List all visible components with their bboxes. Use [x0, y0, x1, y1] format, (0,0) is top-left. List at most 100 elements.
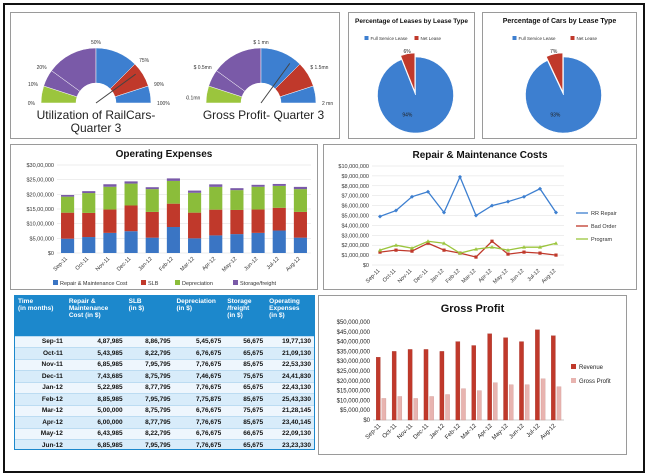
gp-legend-label: Gross Profit — [579, 379, 611, 385]
leases-pie-legend-swatch — [414, 36, 419, 40]
gross-profit-chart: $0 $5,000,000 $10,000,000 $15,000,000 $20,00… — [337, 320, 611, 442]
expenses-table-panel: Time (in months) Repair & Maintenance Cos… — [14, 295, 315, 450]
opex-bar-segment — [230, 190, 244, 210]
table-cell-value: 5,22,985 — [65, 381, 126, 394]
gp-y-tick: $40,000,000 — [337, 340, 371, 346]
opex-x-tick: Nov-11 — [95, 256, 111, 272]
table-cell-value: 6,43,985 — [65, 427, 126, 440]
leases-pie-slice — [400, 52, 416, 92]
gp-x-tick: Dec-11 — [413, 423, 431, 441]
opex-bar-segment — [124, 181, 138, 184]
opex-bar-segment — [61, 195, 75, 197]
repair-point — [522, 245, 526, 249]
gp-bar — [493, 382, 498, 421]
gp-bar — [381, 398, 387, 421]
cars-pie-slice — [525, 56, 602, 134]
railcar-gauge-tick-label: 10% — [28, 82, 39, 88]
opex-bar-segment — [272, 207, 286, 231]
gp-legend-swatch — [571, 364, 576, 369]
opex-bar-segment — [145, 237, 159, 253]
opex-bar-segment — [209, 235, 223, 253]
gp-x-tick: May-12 — [491, 423, 510, 442]
opex-y-tick: $30,00,000 — [26, 163, 54, 169]
opex-bar-segment — [230, 234, 244, 253]
repair-point — [490, 203, 494, 208]
opex-y-tick: $0 — [48, 251, 54, 257]
repair-y-tick: $2,000,000 — [341, 243, 369, 249]
table-cell-month: May-12 — [15, 427, 66, 440]
opex-bar-segment — [230, 209, 244, 235]
opex-legend-label: Repair & Maintenance Cost — [60, 281, 128, 287]
gp-x-tick: Jun-12 — [508, 423, 526, 441]
opex-legend-swatch — [141, 280, 146, 285]
table-cell-value: 7,95,795 — [125, 393, 174, 405]
opex-x-tick: Oct-11 — [75, 256, 91, 272]
opex-y-tick: $5,00,000 — [30, 236, 54, 242]
repair-x-tick: Sep-11 — [365, 268, 381, 284]
repair-point — [490, 245, 494, 249]
opex-y-tick: $15,00,000 — [26, 207, 54, 213]
repair-point — [554, 241, 558, 245]
table-cell-value: 4,87,985 — [65, 335, 126, 348]
repair-point — [410, 249, 414, 253]
railcar-gauge-title: Utilization of RailCars- Quarter 3 — [36, 108, 156, 135]
gp-y-tick: $20,000,000 — [337, 379, 371, 385]
gp-x-tick: Feb-12 — [444, 423, 462, 441]
cars-pie-legend-label: Net Lease — [577, 36, 598, 41]
table-row: Mar-12 5,00,000 8,75,795 6,76,675 75,675 21,2… — [15, 404, 314, 417]
repair-point — [474, 255, 478, 259]
table-cell-value: 6,76,675 — [173, 347, 225, 359]
railcar-gauge-tick-label: 50% — [91, 40, 102, 46]
operating-expenses-table: Time (in months) Repair & Maintenance Cos… — [15, 296, 314, 449]
opex-bar-segment — [145, 211, 159, 238]
operating-expenses-title: Operating Expenses — [115, 149, 213, 160]
repair-point — [554, 210, 558, 215]
profit-gauge-needle — [260, 63, 291, 104]
opex-bar-segment — [209, 209, 223, 236]
opex-bar-segment — [251, 232, 265, 253]
opex-legend-label: Storage/freight — [240, 281, 277, 287]
opex-bar-segment — [103, 186, 117, 210]
opex-bar-segment — [293, 211, 307, 238]
opex-bar-segment — [124, 205, 138, 232]
table-row: Nov-11 6,85,985 7,95,795 7,76,675 85,675 22,5… — [15, 358, 314, 371]
repair-point — [394, 243, 398, 247]
table-header-cell: Repair & Maintenance Cost (in $) — [65, 296, 126, 336]
opex-x-tick: Aug-12 — [285, 256, 302, 273]
repair-point — [426, 239, 430, 243]
gp-legend-swatch — [571, 378, 576, 383]
gp-bar — [524, 384, 530, 421]
table-cell-month: Jun-12 — [15, 439, 66, 449]
gp-y-tick: $25,000,000 — [337, 369, 371, 375]
leases-pie-slice-label: 94% — [402, 112, 413, 118]
table-cell-value: 6,76,675 — [173, 427, 225, 440]
gross-profit-gauge: $0.1mn $ 0.5mn $ 1 mn $ 1.5mn 2 mn — [186, 40, 333, 107]
opex-legend-swatch — [175, 280, 180, 285]
operating-expenses-chart: $0 $5,00,000 $10,00,000 $15,00,000 $20,00,00… — [26, 163, 311, 287]
opex-bar-segment — [166, 227, 180, 253]
repair-y-tick: $0 — [363, 263, 369, 269]
table-cell-month: Jan-12 — [15, 381, 66, 394]
gauges-panel: 0% 10% 20% 50% 75% 90% 100% $0.1mn $ 0.5mn $ 1 m… — [10, 12, 340, 139]
repair-point — [458, 174, 462, 179]
table-cell-value: 23,23,330 — [266, 439, 314, 449]
profit-gauge-tick-label: $ 1 mn — [253, 40, 269, 46]
opex-bar-segment — [293, 186, 307, 190]
table-cell-month: Oct-11 — [15, 347, 66, 359]
repair-y-tick: $3,000,000 — [341, 233, 369, 239]
repair-point — [554, 253, 558, 257]
opex-bar-segment — [251, 186, 265, 210]
repair-point — [474, 247, 478, 251]
repair-y-tick: $10,000,000 — [338, 164, 369, 170]
table-row: Oct-11 5,43,985 8,22,795 6,76,675 65,675 21,0… — [15, 347, 314, 359]
gp-bar — [376, 357, 381, 421]
gp-x-tick: Mar-12 — [460, 423, 478, 441]
repair-x-tick: Aug-12 — [541, 268, 558, 285]
table-cell-value: 65,675 — [224, 381, 267, 394]
opex-bar-segment — [188, 238, 202, 253]
table-row: Sep-11 4,87,985 8,86,795 5,45,675 56,675 19,7… — [15, 335, 314, 348]
gp-bar — [540, 378, 546, 421]
opex-bar-segment — [124, 183, 138, 206]
gp-bar — [477, 390, 482, 421]
gp-y-tick: $0 — [363, 418, 370, 424]
